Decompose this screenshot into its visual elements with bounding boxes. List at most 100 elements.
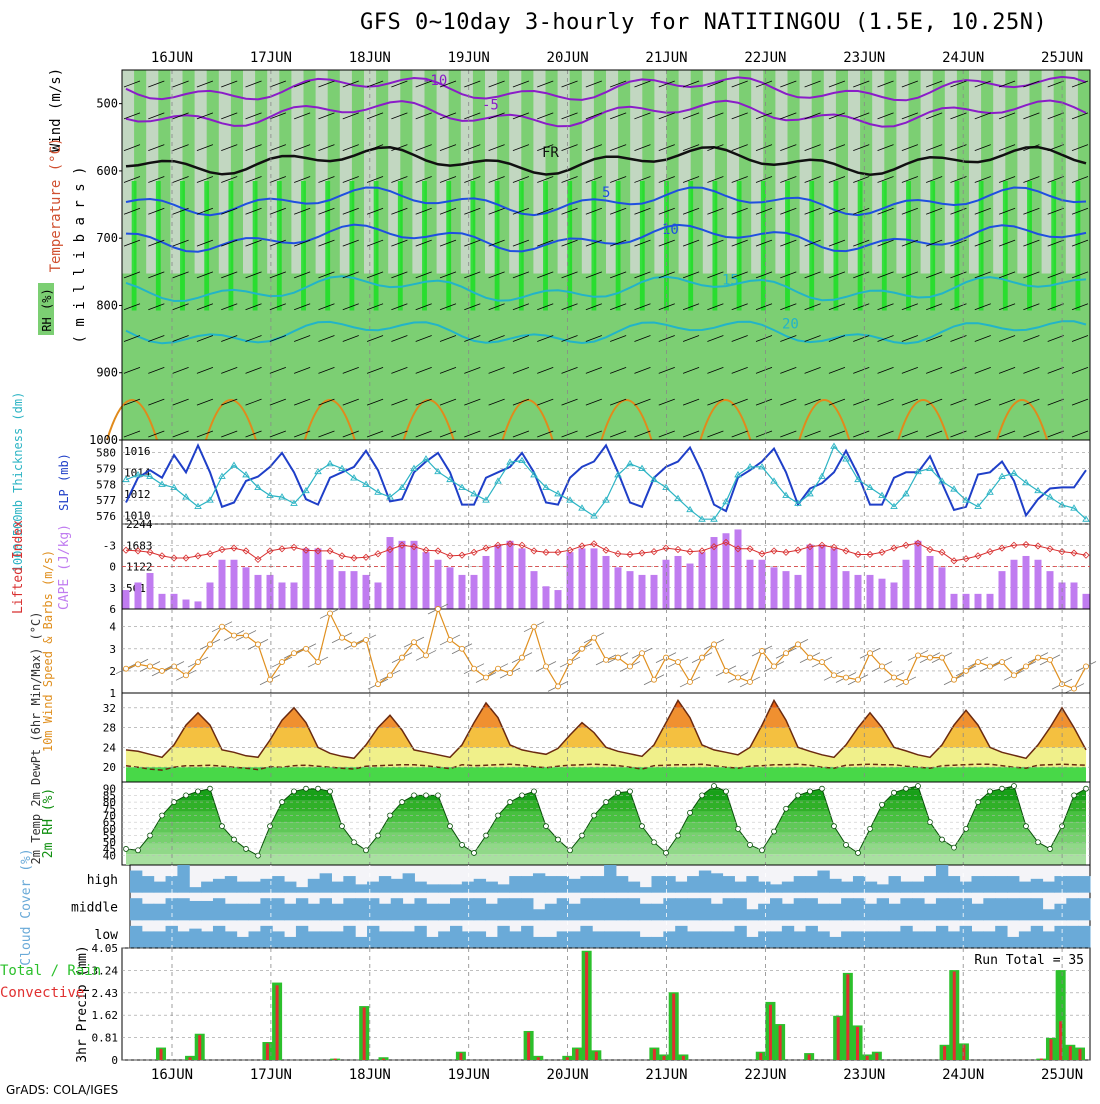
precip-convective-bar [846, 974, 850, 1060]
wind-barb [464, 176, 481, 183]
wind-speed-point [723, 667, 729, 674]
rh-field-dry-band [194, 70, 207, 274]
rh-field-moist-band [1002, 181, 1008, 311]
wind-barb [1071, 239, 1089, 247]
pressure-tick-label: 900 [96, 366, 118, 380]
cloud-bar [521, 898, 534, 921]
wind-speed-point [531, 623, 537, 630]
cloud-bar [604, 865, 617, 893]
wind-speed-point [975, 659, 981, 666]
rh-point [771, 828, 777, 835]
thickness-point [146, 472, 154, 479]
cloud-bar [1054, 903, 1067, 921]
precip-convective-bar [1078, 1048, 1082, 1060]
cloud-bar [852, 876, 866, 893]
wind-barb [731, 112, 748, 120]
thickness-point [302, 486, 310, 494]
cloud-bar [935, 865, 949, 893]
wind-barb [926, 176, 943, 183]
cloud-bar [295, 925, 309, 948]
wind-barb [755, 430, 773, 438]
wind-barb [245, 430, 262, 438]
rh-field-moist-band [1051, 181, 1057, 311]
cloud-bar [201, 881, 214, 893]
cape-bar [974, 593, 982, 609]
wind-barb [318, 398, 335, 406]
cloud-bar [900, 925, 913, 948]
wind-speed-point [915, 652, 921, 659]
rh-field-moist-band [422, 181, 427, 311]
wind-barb [221, 207, 238, 215]
wind-barb [245, 239, 262, 247]
cape-bar [842, 571, 850, 609]
wind-barb [342, 271, 359, 279]
cloud-bar [805, 876, 818, 893]
lifted-index-point [806, 543, 814, 551]
rh-field-dry-band [606, 70, 619, 274]
wind-barb [610, 80, 627, 88]
wind-barb [853, 207, 870, 215]
wind-barb [755, 144, 773, 152]
wind-speed-point [555, 683, 561, 690]
wind-barb [1071, 303, 1089, 311]
wind-speed-point [327, 610, 333, 617]
wind-barb [415, 144, 432, 152]
rh-tick-label: 55 [103, 830, 116, 843]
cloud-bar [438, 931, 451, 948]
wind-barb [658, 303, 675, 311]
cloud-bar [426, 936, 439, 948]
cape-bar [290, 582, 298, 609]
wind-speed-point [1071, 685, 1077, 692]
wind-barb [537, 366, 554, 374]
cloud-bar [698, 931, 712, 948]
wind-barb [780, 239, 797, 247]
wind-barb [172, 80, 189, 88]
wind-speed-point [771, 663, 777, 670]
wind-barb [610, 398, 627, 406]
cloud-bar [532, 873, 546, 893]
precip-convective-bar [382, 1058, 386, 1060]
cape-bar [1010, 559, 1018, 609]
warm-contour [600, 399, 653, 441]
cape-bar [818, 544, 826, 609]
cloud-bar [1018, 931, 1032, 948]
lifted-index-point [1082, 551, 1090, 559]
cloud-bar [260, 878, 273, 893]
rh-field-moist-band [809, 181, 815, 311]
thickness-point [434, 467, 442, 475]
lifted-index-point [374, 550, 382, 558]
rh-field-dry-band [267, 70, 280, 274]
cape-bar [614, 567, 622, 609]
wind-barb [682, 335, 700, 342]
wind-barb [998, 144, 1016, 152]
rh-field-moist-band [397, 181, 403, 311]
wind-barb [804, 430, 821, 438]
wind-barb [707, 207, 724, 215]
thickness-point [890, 502, 898, 510]
cloud-bar [817, 903, 830, 921]
cloud-bar [473, 898, 487, 921]
wind-barb [294, 80, 311, 88]
wind-barb [804, 176, 821, 183]
cape-bar [638, 574, 646, 609]
cloud-bar [1066, 876, 1079, 893]
wind-barb [196, 80, 214, 88]
rh-field-moist-band [470, 181, 476, 311]
date-label-bottom: 20JUN [547, 1067, 589, 1083]
cloud-bar [1066, 898, 1079, 921]
isotherm-line [125, 223, 1087, 253]
wind-barb [196, 176, 214, 183]
wind-barb [172, 303, 189, 311]
thickness-point [422, 455, 430, 462]
cloud-bar [568, 903, 581, 921]
lifted-index-line [125, 541, 1087, 562]
cloud-bar [959, 898, 972, 921]
isotherm-label: 10 [662, 222, 679, 238]
cloud-bar [746, 909, 759, 921]
lifted-index-point [722, 538, 730, 546]
wind-barb [439, 176, 457, 183]
wind-barb [585, 144, 602, 152]
date-label-bottom: 16JUN [151, 1067, 193, 1083]
cloud-bar [367, 881, 380, 893]
precip-panel-frame [121, 947, 1091, 1061]
